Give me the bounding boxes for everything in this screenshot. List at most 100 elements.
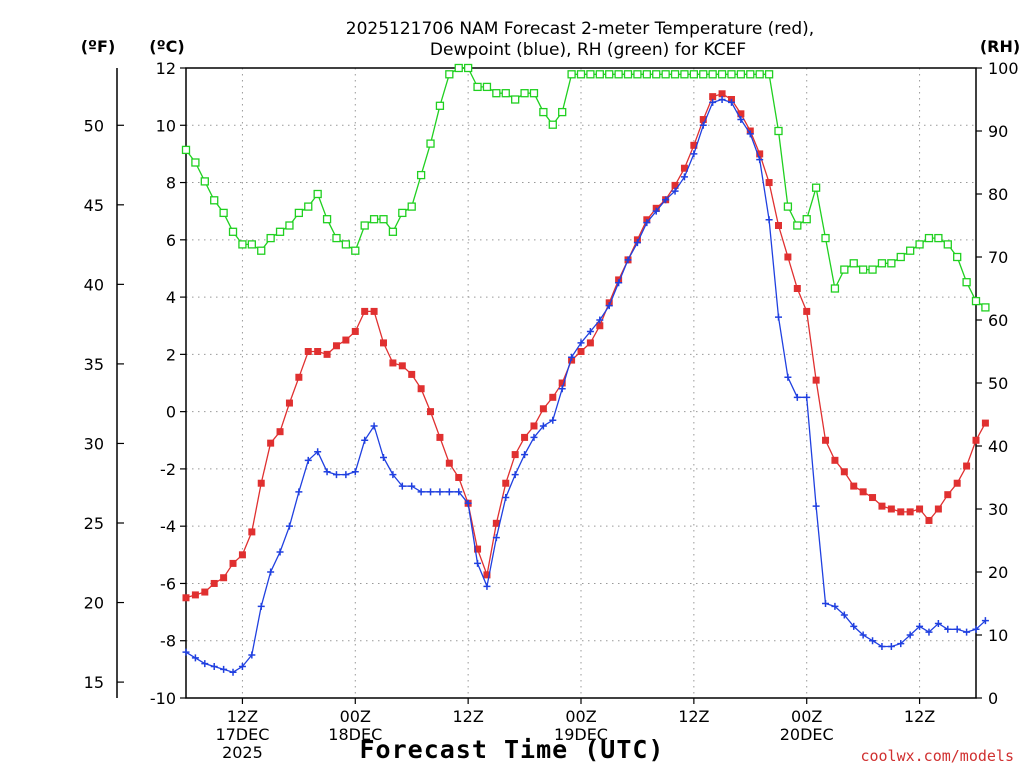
dewpoint-point <box>191 654 199 662</box>
fahrenheit-tick-label: 25 <box>84 514 104 533</box>
rh-point <box>915 240 924 249</box>
rh-point <box>717 70 727 79</box>
rh-point <box>492 89 501 98</box>
dewpoint-point <box>586 327 594 335</box>
celsius-tick-label: 6 <box>166 231 176 250</box>
temperature-point <box>229 559 237 567</box>
temperature-point <box>285 399 293 407</box>
rh-point <box>200 177 209 186</box>
temperature-point <box>502 479 510 487</box>
temperature-point <box>887 505 895 513</box>
temperature-point <box>314 348 322 355</box>
dewpoint-point <box>220 665 228 673</box>
rh-point <box>426 139 435 148</box>
celsius-tick-label: -4 <box>160 517 176 536</box>
temperature-point <box>276 428 284 436</box>
rh-point <box>906 246 915 255</box>
rh-tick-label: 20 <box>988 563 1008 582</box>
temperature-point <box>474 545 482 553</box>
dewpoint-point <box>840 611 848 619</box>
time-tick-label: 12Z <box>452 707 483 726</box>
temperature-point <box>897 508 905 516</box>
temperature-point <box>521 433 529 441</box>
dewpoint-point <box>492 534 500 542</box>
rh-point <box>699 70 708 79</box>
x-axis-label: Forecast Time (UTC) <box>360 735 665 764</box>
dewpoint-point <box>474 559 482 567</box>
rh-point <box>680 70 689 79</box>
time-tick-label: 20DEC <box>780 725 834 744</box>
series-line-dewpoint <box>185 98 986 673</box>
temperature-point <box>699 116 707 124</box>
temperature-point <box>380 339 387 347</box>
temperature-point <box>361 307 369 315</box>
dewpoint-point <box>389 471 397 479</box>
temperature-point <box>878 502 886 510</box>
temperature-point <box>455 474 463 481</box>
time-tick-label: 2025 <box>222 743 263 762</box>
dewpoint-point <box>934 620 942 628</box>
temperature-point <box>483 571 491 579</box>
dewpoint-point <box>831 602 839 610</box>
rh-point <box>398 208 407 218</box>
temperature-point <box>549 393 557 401</box>
dewpoint-point <box>746 130 754 138</box>
dewpoint-point <box>944 625 952 633</box>
rh-point <box>736 70 746 79</box>
rh-point <box>934 233 943 243</box>
temperature-point <box>793 285 801 292</box>
temperature-point <box>238 551 246 559</box>
temperature-point <box>718 90 726 98</box>
dewpoint-point <box>775 313 782 321</box>
temperature-point <box>398 362 406 370</box>
dewpoint-point <box>558 385 566 393</box>
celsius-tick-label: -2 <box>160 460 176 479</box>
rh-point <box>670 70 680 79</box>
dewpoint-point <box>718 96 726 103</box>
rh-point <box>558 107 567 117</box>
rh-point <box>661 70 670 79</box>
fahrenheit-tick-label: 15 <box>84 673 104 692</box>
rh-point <box>247 240 256 249</box>
dewpoint-point <box>662 196 670 204</box>
temperature-point <box>342 336 350 344</box>
rh-point <box>567 70 576 79</box>
rh-point <box>407 202 416 211</box>
dewpoint-point <box>953 625 961 633</box>
fahrenheit-tick-label: 40 <box>84 275 104 294</box>
temperature-point <box>784 253 792 261</box>
temperature-point <box>671 181 679 189</box>
dewpoint-point <box>652 207 660 215</box>
dewpoint-point <box>690 150 698 158</box>
rh-point <box>595 70 604 79</box>
rh-tick-label: 50 <box>988 374 1008 393</box>
dewpoint-point <box>398 482 406 490</box>
rh-point <box>981 303 990 312</box>
temperature-point <box>220 574 228 582</box>
rh-point <box>849 259 858 268</box>
temperature-point <box>972 436 980 444</box>
celsius-tick-label: -10 <box>150 689 176 708</box>
dewpoint-point <box>229 668 237 676</box>
temperature-point <box>370 307 378 315</box>
dewpoint-point <box>182 648 190 656</box>
dewpoint-point <box>417 488 425 496</box>
rh-point <box>755 70 764 79</box>
chart-grid <box>186 67 976 699</box>
rh-point <box>351 246 360 255</box>
rh-point <box>586 70 595 79</box>
temperature-point <box>812 376 820 384</box>
rh-point <box>369 215 379 224</box>
rh-point <box>511 95 520 104</box>
dewpoint-point <box>511 471 519 479</box>
time-tick-label: 12Z <box>227 707 258 726</box>
dewpoint-point <box>963 628 971 636</box>
temperature-point <box>944 491 952 499</box>
temperature-point <box>963 462 971 470</box>
series-rh <box>181 63 990 312</box>
rh-point <box>454 63 463 73</box>
dewpoint-point <box>257 602 265 610</box>
temperature-point <box>511 451 519 459</box>
dewpoint-point <box>605 302 613 310</box>
dewpoint-point <box>916 622 924 630</box>
